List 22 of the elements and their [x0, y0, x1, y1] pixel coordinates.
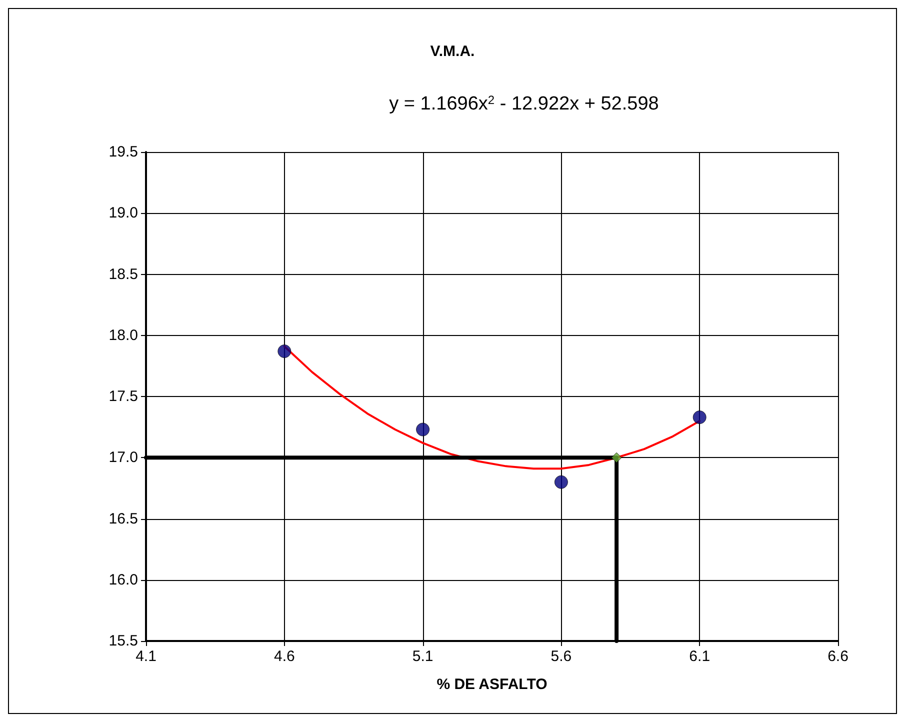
x-tick-label: 6.6: [828, 648, 848, 665]
x-tick-label: 4.1: [136, 648, 156, 665]
x-axis-title: % DE ASFALTO: [436, 676, 548, 693]
y-tick-label: 19.5: [108, 144, 138, 160]
point: [692, 410, 706, 424]
y-tick-label: 17.5: [108, 388, 138, 405]
x-tick-label: 6.1: [689, 648, 710, 665]
y-tick-label: 15.5: [108, 632, 138, 650]
x-tick-label: 5.6: [550, 648, 572, 665]
point: [554, 475, 568, 489]
y-tick-label: 18.0: [108, 326, 138, 344]
y-tick-label: 16.0: [108, 571, 138, 588]
point: [611, 452, 622, 463]
y-tick-label: 17.0: [108, 449, 138, 466]
point: [416, 422, 430, 436]
y-tick-label: 18.5: [108, 266, 138, 283]
chart-title: V.M.A.: [430, 43, 475, 60]
x-tick-label: 4.6: [274, 648, 295, 665]
x-tick-label: 5.1: [412, 648, 434, 665]
point: [278, 344, 292, 358]
y-tick-label: 19.0: [108, 204, 138, 222]
y-tick-label: 16.5: [108, 510, 138, 528]
